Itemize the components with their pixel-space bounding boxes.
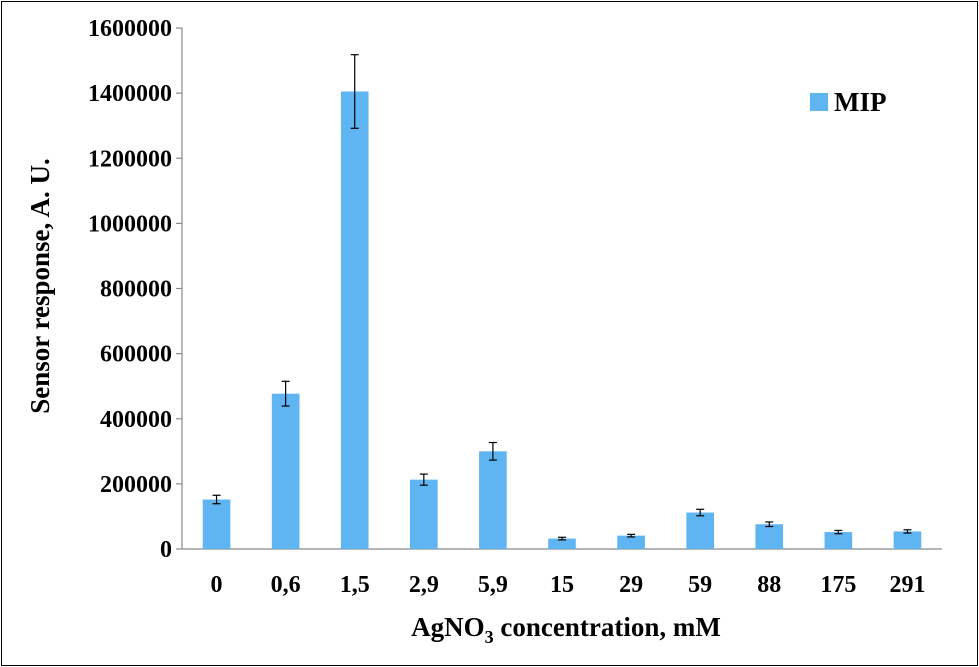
bar: [479, 451, 507, 549]
bar: [271, 393, 300, 549]
y-tick-label: 800000: [100, 277, 172, 303]
error-bar: [834, 529, 843, 535]
y-axis: 0 200000 400000 600000 800000 1000000 1200000 1…: [88, 16, 183, 563]
bar: [893, 531, 922, 549]
x-tick-label: 2,9: [409, 572, 439, 598]
error-bar: [627, 533, 636, 538]
bar: [340, 91, 369, 549]
x-tick-label: 175: [820, 572, 856, 598]
bar: [410, 479, 438, 549]
error-bar: [765, 521, 774, 528]
error-bar: [350, 54, 359, 129]
x-axis-title: AgNO3 concentration, mM: [411, 612, 721, 647]
y-tick-label: 200000: [100, 472, 172, 498]
x-tick-label: 0,6: [271, 572, 301, 598]
x-axis-title-subscript: 3: [485, 627, 494, 647]
x-tick-label: 291: [889, 572, 925, 598]
x-tick-label: 88: [757, 572, 781, 598]
bar: [824, 532, 853, 549]
bar-series: [202, 54, 922, 549]
x-axis-title-main: AgNO: [411, 612, 485, 642]
y-tick-label: 600000: [100, 342, 172, 368]
legend: MIP: [810, 87, 886, 117]
y-axis-title: Sensor response, A. U.: [25, 158, 55, 414]
x-tick-label: 5,9: [478, 572, 508, 598]
y-tick-label: 1200000: [88, 146, 172, 172]
bar: [202, 499, 231, 549]
y-tick-label: 1600000: [88, 16, 172, 42]
x-tick-label: 59: [688, 572, 712, 598]
error-bar: [281, 380, 290, 407]
error-bar: [488, 441, 497, 461]
error-bar: [903, 529, 912, 534]
y-tick-label: 0: [160, 537, 172, 563]
error-bar: [696, 508, 705, 517]
y-tick-label: 1000000: [88, 211, 172, 237]
y-tick-label: 400000: [100, 407, 172, 433]
bar: [755, 524, 784, 549]
x-axis: 0 0,6 1,5 2,9 5,9 15 29 59 88 175 291: [182, 548, 942, 598]
error-bar: [212, 494, 221, 505]
y-tick-label: 1400000: [88, 81, 172, 107]
x-axis-title-rest: concentration, mM: [494, 612, 721, 642]
x-tick-label: 29: [619, 572, 643, 598]
error-bar: [558, 536, 566, 541]
legend-label: MIP: [834, 87, 886, 117]
bar: [617, 535, 645, 549]
bar: [686, 512, 714, 549]
x-tick-label: 15: [550, 572, 574, 598]
error-bar: [419, 473, 428, 486]
x-tick-label: 0: [211, 572, 223, 598]
bar: [548, 538, 576, 549]
legend-swatch: [810, 93, 828, 111]
x-tick-label: 1,5: [340, 572, 370, 598]
